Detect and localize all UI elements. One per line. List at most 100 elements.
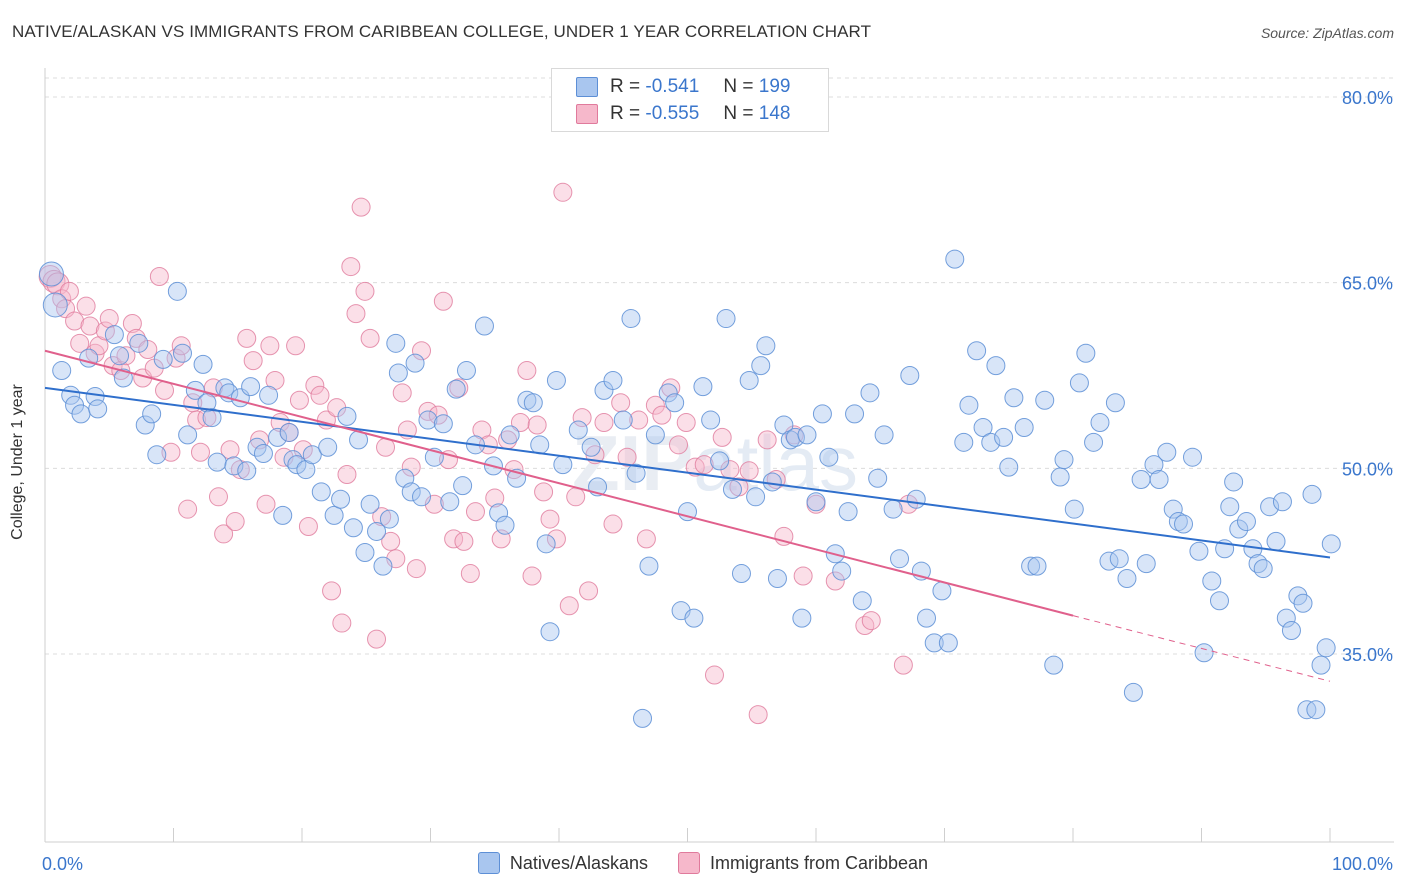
- point-natives: [932, 581, 952, 601]
- trend-line-caribbean-extension: [1072, 615, 1331, 682]
- legend-n-label: N =: [723, 103, 754, 124]
- point-natives: [1189, 541, 1209, 561]
- y-tick-label: 50.0%: [1342, 459, 1393, 479]
- point-natives: [38, 261, 64, 287]
- point-caribbean: [59, 281, 79, 301]
- point-caribbean: [161, 442, 181, 462]
- point-natives: [1224, 472, 1244, 492]
- point-caribbean: [694, 455, 714, 475]
- point-natives: [832, 561, 852, 581]
- point-natives: [540, 622, 560, 642]
- point-natives: [1021, 556, 1041, 576]
- series-legend: Natives/Alaskans Immigrants from Caribbe…: [0, 852, 1406, 874]
- point-caribbean: [540, 509, 560, 529]
- legend-swatch-pink: [677, 852, 700, 874]
- point-natives: [324, 505, 344, 525]
- point-natives: [367, 521, 387, 541]
- point-natives: [1293, 593, 1313, 613]
- point-natives: [917, 608, 937, 628]
- point-natives: [318, 437, 338, 457]
- point-natives: [658, 383, 678, 403]
- point-natives: [405, 353, 425, 373]
- point-natives: [924, 633, 944, 653]
- point-caribbean: [527, 415, 547, 435]
- point-natives: [890, 549, 910, 569]
- point-natives: [268, 427, 288, 447]
- point-natives: [1229, 519, 1249, 539]
- source-credit: Source: ZipAtlas.com: [1260, 25, 1394, 41]
- point-natives: [1236, 512, 1256, 532]
- point-natives: [135, 415, 155, 435]
- legend-item-caribbean[interactable]: Immigrants from Caribbean: [677, 852, 928, 874]
- point-natives: [838, 502, 858, 522]
- legend-label-natives: Natives/Alaskans: [509, 852, 648, 873]
- point-natives: [1136, 554, 1156, 574]
- legend-r-value: -0.555: [645, 103, 700, 124]
- point-natives: [973, 417, 993, 437]
- point-caribbean: [793, 566, 813, 586]
- point-natives: [546, 370, 566, 390]
- point-natives: [665, 393, 685, 413]
- point-natives: [440, 492, 460, 512]
- point-caribbean: [855, 616, 875, 636]
- point-caribbean: [122, 314, 142, 334]
- point-caribbean: [116, 346, 136, 366]
- point-caribbean: [220, 440, 240, 460]
- point-caribbean: [310, 385, 330, 405]
- point-natives: [701, 410, 721, 430]
- point-natives: [373, 556, 393, 576]
- y-tick-label: 65.0%: [1342, 274, 1393, 294]
- point-caribbean: [243, 351, 263, 371]
- series-natives-points: [38, 249, 1341, 728]
- point-natives: [1311, 655, 1331, 675]
- legend-n-value: 148: [758, 103, 791, 124]
- point-natives: [147, 445, 167, 465]
- point-caribbean: [230, 460, 250, 480]
- point-caribbean: [381, 531, 401, 551]
- point-caribbean: [360, 328, 380, 348]
- point-natives: [639, 556, 659, 576]
- point-caribbean: [669, 435, 689, 455]
- point-natives: [1149, 469, 1169, 489]
- point-natives: [1050, 467, 1070, 487]
- point-caribbean: [704, 665, 724, 685]
- point-natives: [1044, 655, 1064, 675]
- point-natives: [722, 479, 742, 499]
- point-natives: [1084, 432, 1104, 452]
- point-natives: [489, 503, 509, 523]
- point-caribbean: [392, 383, 412, 403]
- point-natives: [1183, 447, 1203, 467]
- point-caribbean: [617, 447, 637, 467]
- point-caribbean: [341, 257, 361, 277]
- chart-title: NATIVE/ALASKAN VS IMMIGRANTS FROM CARIBB…: [12, 22, 872, 41]
- point-caribbean: [594, 413, 614, 433]
- point-natives: [645, 425, 665, 445]
- point-natives: [785, 427, 805, 447]
- point-caribbean: [80, 316, 100, 336]
- point-natives: [153, 349, 173, 369]
- point-natives: [900, 366, 920, 385]
- point-natives: [756, 336, 776, 356]
- point-natives: [746, 487, 766, 507]
- point-natives: [1316, 638, 1336, 658]
- point-caribbean: [237, 328, 257, 348]
- point-caribbean: [739, 461, 759, 481]
- point-caribbean: [553, 182, 573, 202]
- point-natives: [1123, 682, 1143, 702]
- point-natives: [273, 505, 293, 525]
- legend-item-natives[interactable]: Natives/Alaskans: [477, 852, 648, 874]
- point-caribbean: [825, 571, 845, 591]
- legend-row-caribbean: R = -0.555 N = 148: [576, 102, 790, 126]
- point-caribbean: [893, 655, 913, 675]
- point-natives: [1272, 492, 1292, 512]
- point-caribbean: [465, 502, 485, 522]
- point-natives: [224, 456, 244, 476]
- legend-swatch-pink: [576, 104, 598, 124]
- point-caribbean: [298, 517, 318, 537]
- point-natives: [337, 406, 357, 426]
- y-tick-label: 80.0%: [1342, 88, 1393, 108]
- point-natives: [906, 489, 926, 509]
- point-caribbean: [454, 531, 474, 551]
- point-natives: [1266, 531, 1286, 551]
- point-natives: [1202, 571, 1222, 591]
